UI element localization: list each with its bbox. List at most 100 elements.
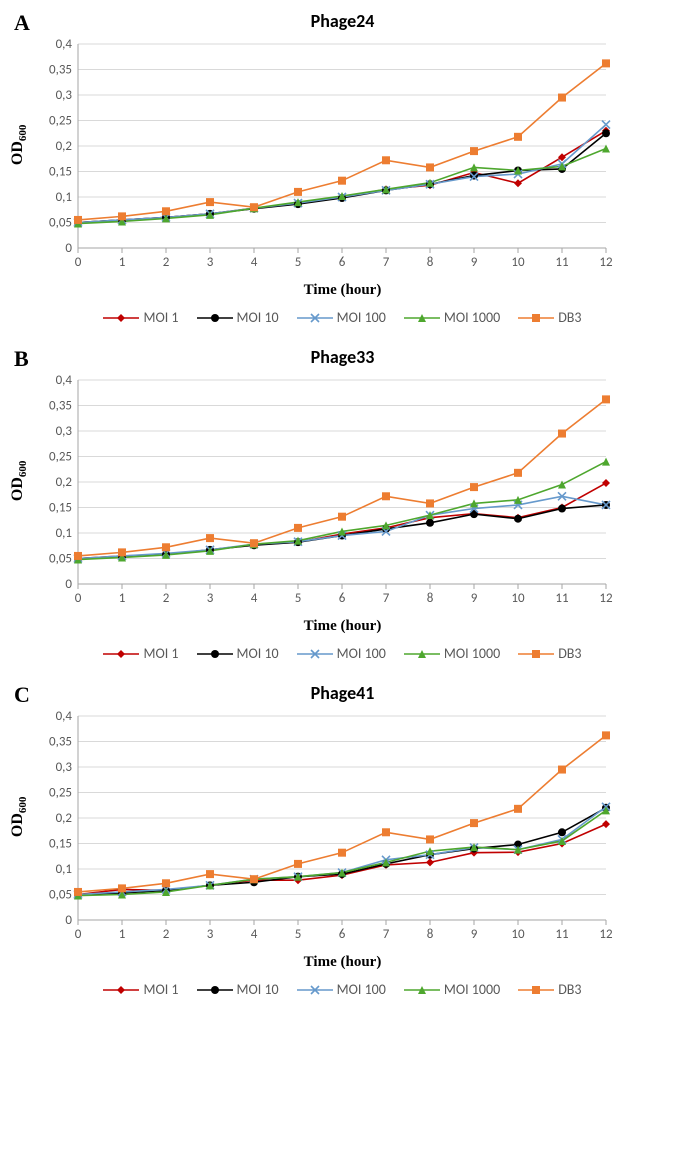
svg-text:0,3: 0,3 xyxy=(56,88,73,103)
legend-label-MOI1000: MOI 1000 xyxy=(444,309,500,326)
y-axis-label: OD600 xyxy=(9,147,29,165)
legend: MOI 1 MOI 10 MOI 100 MOI 1000 DB3 xyxy=(10,981,675,998)
legend-item-DB3: DB3 xyxy=(518,645,581,662)
svg-text:1: 1 xyxy=(119,591,126,606)
chart-svg: 00,050,10,150,20,250,30,350,4 0123456789… xyxy=(28,708,618,948)
legend-swatch-MOI1000 xyxy=(404,983,440,997)
legend-item-MOI1000: MOI 1000 xyxy=(404,645,500,662)
legend-label-MOI1: MOI 1 xyxy=(143,645,178,662)
legend-item-MOI1000: MOI 1000 xyxy=(404,309,500,326)
chart-panel-C: C Phage41 OD600 0 0,05 0,1 0,15 0,2 0,25 0,3 0,… xyxy=(10,682,675,998)
svg-text:0: 0 xyxy=(65,241,72,256)
chart-panel-A: A Phage24 OD600 00,050,10,150,20,250,30,… xyxy=(10,10,675,326)
svg-text:10: 10 xyxy=(511,927,525,942)
svg-text:4: 4 xyxy=(251,927,258,942)
legend-swatch-MOI1000 xyxy=(404,647,440,661)
svg-text:7: 7 xyxy=(383,591,390,606)
svg-text:0,3: 0,3 xyxy=(56,424,73,439)
svg-text:0,35: 0,35 xyxy=(49,63,72,78)
chart-title: Phage24 xyxy=(10,10,675,32)
legend-item-MOI10: MOI 10 xyxy=(197,309,279,326)
legend-swatch-MOI100 xyxy=(297,311,333,325)
svg-text:7: 7 xyxy=(383,927,390,942)
panel-letter: C xyxy=(14,682,30,708)
legend-item-MOI100: MOI 100 xyxy=(297,981,386,998)
legend-swatch-MOI100 xyxy=(297,983,333,997)
svg-text:2: 2 xyxy=(163,255,170,270)
svg-text:0,3: 0,3 xyxy=(56,760,73,775)
legend: MOI 1 MOI 10 MOI 100 MOI 1000 DB3 xyxy=(10,309,675,326)
legend-label-MOI10: MOI 10 xyxy=(237,981,279,998)
svg-text:4: 4 xyxy=(251,255,258,270)
legend-item-DB3: DB3 xyxy=(518,981,581,998)
svg-text:5: 5 xyxy=(295,255,302,270)
svg-text:0,05: 0,05 xyxy=(49,552,72,567)
svg-text:0,2: 0,2 xyxy=(56,139,73,154)
legend: MOI 1 MOI 10 MOI 100 MOI 1000 DB3 xyxy=(10,645,675,662)
y-axis-label: OD600 xyxy=(9,483,29,501)
legend-swatch-MOI100 xyxy=(297,647,333,661)
legend-label-MOI10: MOI 10 xyxy=(237,645,279,662)
legend-label-DB3: DB3 xyxy=(558,645,581,662)
legend-swatch-MOI10 xyxy=(197,647,233,661)
svg-text:0,25: 0,25 xyxy=(49,114,72,129)
legend-swatch-MOI10 xyxy=(197,983,233,997)
svg-text:0,15: 0,15 xyxy=(49,501,72,516)
svg-text:5: 5 xyxy=(295,927,302,942)
svg-text:0,4: 0,4 xyxy=(56,709,73,724)
svg-text:0,15: 0,15 xyxy=(49,165,72,180)
legend-item-MOI10: MOI 10 xyxy=(197,981,279,998)
svg-text:0,25: 0,25 xyxy=(49,786,72,801)
svg-text:1: 1 xyxy=(119,927,126,942)
svg-text:12: 12 xyxy=(599,591,613,606)
legend-item-MOI10: MOI 10 xyxy=(197,645,279,662)
legend-label-MOI1: MOI 1 xyxy=(143,309,178,326)
panel-letter: A xyxy=(14,10,30,36)
legend-label-MOI100: MOI 100 xyxy=(337,309,386,326)
svg-text:12: 12 xyxy=(599,255,613,270)
svg-text:0: 0 xyxy=(65,577,72,592)
svg-text:6: 6 xyxy=(339,255,346,270)
svg-text:0,15: 0,15 xyxy=(49,837,72,852)
svg-text:0,2: 0,2 xyxy=(56,475,73,490)
svg-text:0,1: 0,1 xyxy=(56,862,72,877)
svg-text:11: 11 xyxy=(555,255,568,270)
legend-label-MOI1: MOI 1 xyxy=(143,981,178,998)
chart-title: Phage41 xyxy=(10,682,675,704)
svg-text:2: 2 xyxy=(163,927,170,942)
legend-item-MOI1: MOI 1 xyxy=(103,981,178,998)
svg-text:8: 8 xyxy=(427,591,434,606)
svg-text:9: 9 xyxy=(471,591,478,606)
legend-item-DB3: DB3 xyxy=(518,309,581,326)
legend-label-DB3: DB3 xyxy=(558,309,581,326)
legend-label-MOI1000: MOI 1000 xyxy=(444,645,500,662)
chart-svg: 00,050,10,150,20,250,30,350,4 0123456789… xyxy=(28,36,618,276)
legend-item-MOI1000: MOI 1000 xyxy=(404,981,500,998)
x-axis-label: Time (hour) xyxy=(10,282,675,299)
svg-text:0,05: 0,05 xyxy=(49,888,72,903)
chart-title: Phage33 xyxy=(10,346,675,368)
svg-text:6: 6 xyxy=(339,927,346,942)
svg-text:0,2: 0,2 xyxy=(56,811,73,826)
svg-text:4: 4 xyxy=(251,591,258,606)
svg-text:11: 11 xyxy=(555,591,568,606)
legend-swatch-DB3 xyxy=(518,647,554,661)
svg-text:8: 8 xyxy=(427,927,434,942)
legend-swatch-MOI1 xyxy=(103,647,139,661)
svg-text:0,35: 0,35 xyxy=(49,735,72,750)
svg-text:0,25: 0,25 xyxy=(49,450,72,465)
legend-item-MOI100: MOI 100 xyxy=(297,309,386,326)
svg-text:10: 10 xyxy=(511,591,525,606)
chart-panel-B: B Phage33 OD600 00,050,10,150,20,250,30,… xyxy=(10,346,675,662)
svg-text:3: 3 xyxy=(207,591,214,606)
svg-text:0,05: 0,05 xyxy=(49,216,72,231)
svg-text:0: 0 xyxy=(75,255,82,270)
svg-text:0: 0 xyxy=(75,927,82,942)
legend-item-MOI1: MOI 1 xyxy=(103,309,178,326)
legend-swatch-MOI1 xyxy=(103,983,139,997)
svg-text:0: 0 xyxy=(65,913,72,928)
legend-swatch-MOI1000 xyxy=(404,311,440,325)
y-axis-label: OD600 xyxy=(9,819,29,837)
svg-text:7: 7 xyxy=(383,255,390,270)
svg-text:0,1: 0,1 xyxy=(56,526,72,541)
